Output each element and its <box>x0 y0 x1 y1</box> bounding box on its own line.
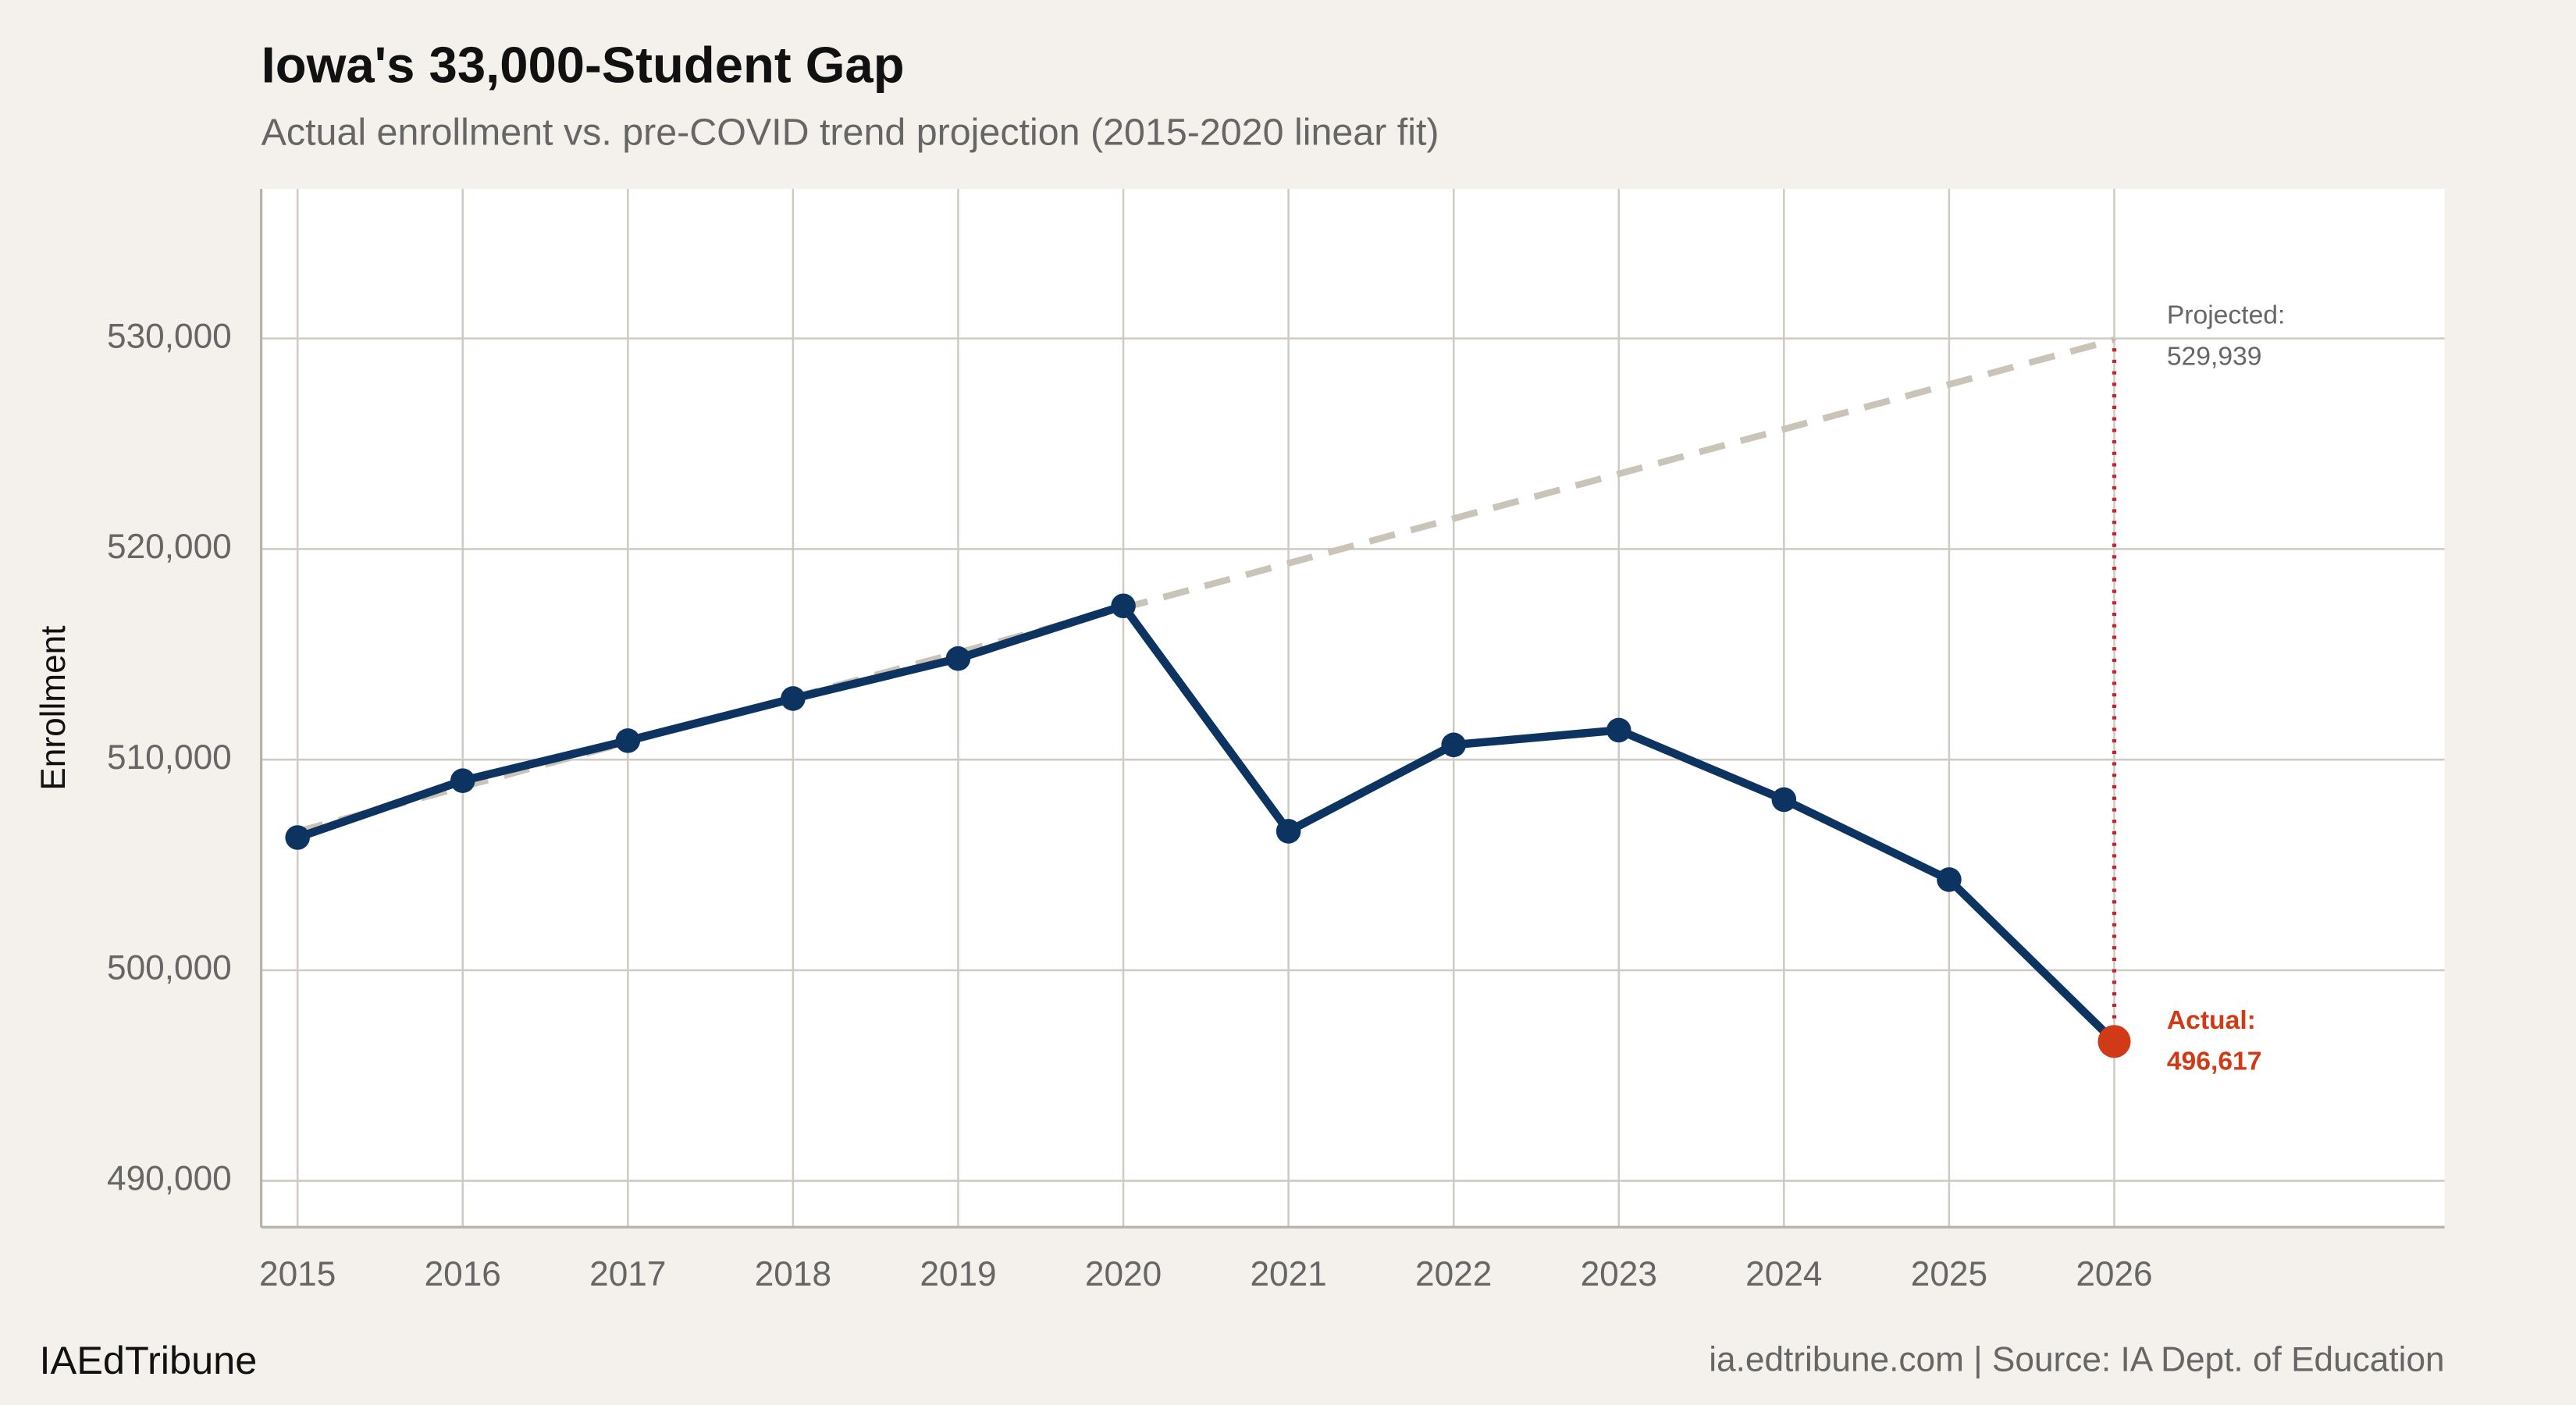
x-tick-label: 2016 <box>425 1255 501 1293</box>
annotation-value: 529,939 <box>2167 342 2262 371</box>
source: ia.edtribune.com | Source: IA Dept. of E… <box>1709 1340 2444 1378</box>
data-point <box>1606 717 1631 743</box>
chart-title: Iowa's 33,000-Student Gap <box>262 37 905 94</box>
chart-subtitle: Actual enrollment vs. pre-COVID trend pr… <box>262 111 1439 153</box>
y-tick-label: 530,000 <box>107 317 232 355</box>
x-tick-label: 2017 <box>589 1255 666 1293</box>
x-tick-label: 2025 <box>1911 1255 1987 1293</box>
data-point <box>1276 819 1301 844</box>
y-axis-label: Enrollment <box>34 625 73 790</box>
data-point <box>1771 787 1797 813</box>
annotation-label: Projected: <box>2167 301 2286 330</box>
y-tick-label: 500,000 <box>107 949 232 987</box>
x-tick-label: 2018 <box>755 1255 831 1293</box>
x-tick-label: 2026 <box>2076 1255 2152 1293</box>
data-point <box>781 686 806 711</box>
data-point <box>1441 732 1466 758</box>
data-point <box>1111 593 1136 619</box>
annotation-value: 496,617 <box>2167 1048 2262 1076</box>
data-point <box>1937 867 1962 892</box>
data-point <box>285 825 310 850</box>
x-tick-label: 2021 <box>1250 1255 1326 1293</box>
y-tick-label: 520,000 <box>107 528 232 566</box>
plot-panel <box>261 189 2445 1228</box>
x-tick-label: 2022 <box>1415 1255 1492 1293</box>
x-tick-label: 2015 <box>259 1255 336 1293</box>
y-tick-label: 490,000 <box>107 1159 232 1197</box>
x-tick-label: 2020 <box>1085 1255 1162 1293</box>
x-tick-label: 2023 <box>1581 1255 1657 1293</box>
annotation-label: Actual: <box>2167 1006 2256 1035</box>
enrollment-line <box>296 601 2118 1045</box>
brand: IAEdTribune <box>40 1338 258 1382</box>
x-tick-label: 2024 <box>1745 1255 1822 1293</box>
data-point <box>945 646 971 671</box>
data-point <box>450 768 475 793</box>
data-point <box>615 728 641 753</box>
y-tick-label: 510,000 <box>107 738 232 777</box>
highlight-point <box>2097 1025 2131 1058</box>
x-tick-label: 2019 <box>920 1255 996 1293</box>
